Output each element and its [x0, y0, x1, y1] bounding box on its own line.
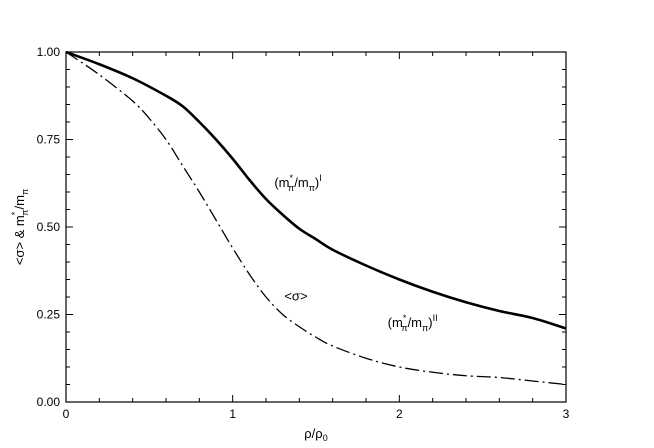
x-tick-label: 3: [563, 407, 570, 421]
x-tick-label: 1: [229, 407, 236, 421]
series-line-0: [65, 50, 567, 330]
x-tick-label: 2: [396, 407, 403, 421]
y-tick-label: 0.75: [37, 133, 61, 147]
y-axis-label: <σ> & m*π/mπ: [10, 189, 30, 265]
tick-labels: 0 1 2 3 0.00 0.25 0.50 0.75 1.00: [37, 45, 570, 421]
y-tick-label: 0.25: [37, 308, 61, 322]
x-tick-label: 0: [63, 407, 70, 421]
series-line-1: [65, 51, 567, 386]
x-axis-label: ρ/ρ0: [304, 426, 327, 443]
series: [65, 50, 567, 386]
y-tick-label: 0.50: [37, 220, 61, 234]
plot-frame: [65, 51, 567, 403]
annotation-sigma: <σ>: [284, 289, 307, 304]
annotation-mpi-ii: (m* π/mπ)II: [388, 313, 438, 333]
y-tick-label: 0.00: [37, 395, 61, 409]
y-tick-label: 1.00: [37, 45, 61, 59]
annotation-mpi-i: (m* π/mπ)I: [274, 173, 321, 193]
ticks: [65, 51, 567, 403]
